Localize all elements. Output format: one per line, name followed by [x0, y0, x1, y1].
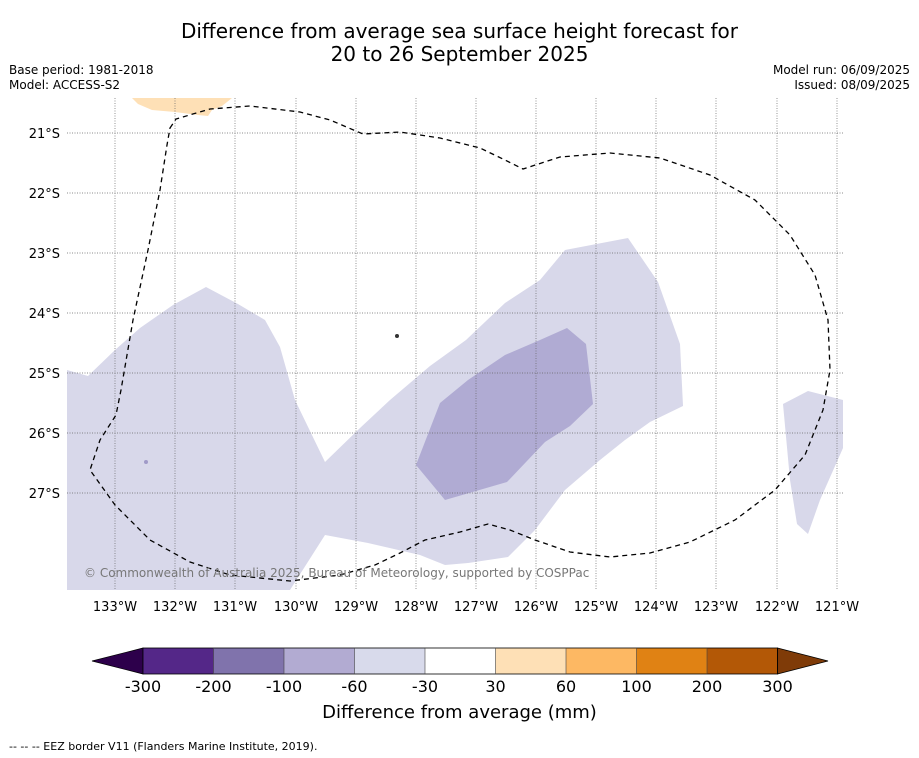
moderate-negative-anomaly-region [416, 328, 593, 500]
lon-label: 126°W [514, 600, 558, 615]
issued-text: Issued: 08/09/2025 [794, 78, 910, 92]
colorbar-frame [142, 647, 778, 675]
colorbar-swatch [354, 648, 425, 674]
colorbar-tick-label: -100 [265, 677, 303, 696]
map-title-line-1: Difference from average sea surface heig… [180, 19, 739, 43]
base-period-text: Base period: 1981-2018 [9, 63, 154, 77]
colorbar-tick-label: 30 [485, 677, 506, 696]
model-text: Model: ACCESS-S2 [9, 78, 121, 92]
lon-label: 128°W [394, 600, 438, 615]
colorbar-swatch [213, 648, 284, 674]
colorbar [91, 647, 829, 675]
lat-label: 26°S [29, 427, 60, 442]
colorbar-low-extension [91, 647, 144, 675]
colorbar-tick-label: -30 [411, 677, 439, 696]
longitude-labels: 133°W 132°W 131°W 130°W 129°W 128°W 127°… [93, 600, 859, 615]
lon-label: 125°W [574, 600, 618, 615]
colorbar-tick-label: -200 [195, 677, 232, 696]
lon-label: 131°W [213, 600, 257, 615]
lon-label: 130°W [274, 600, 318, 615]
model-run-text: Model run: 06/09/2025 [772, 63, 910, 77]
lat-label: 21°S [29, 127, 60, 142]
colorbar-swatch [284, 648, 355, 674]
lat-label: 27°S [29, 487, 60, 502]
anomaly-speck [144, 460, 148, 464]
lat-label: 22°S [29, 187, 60, 202]
colorbar-swatch [495, 648, 566, 674]
lon-label: 122°W [755, 600, 799, 615]
colorbar-swatch [707, 648, 778, 674]
colorbar-tick-label: 300 [762, 677, 793, 696]
lon-label: 121°W [815, 600, 859, 615]
positive-anomaly-region [132, 98, 232, 116]
map-title-line-2: 20 to 26 September 2025 [330, 42, 589, 66]
lat-label: 25°S [29, 367, 60, 382]
lat-label: 23°S [29, 247, 60, 262]
island-speck [395, 334, 399, 338]
lon-label: 132°W [153, 600, 197, 615]
colorbar-swatch [566, 648, 637, 674]
colorbar-high-extension [777, 647, 829, 675]
lat-label: 24°S [29, 307, 60, 322]
colorbar-title: Difference from average (mm) [322, 702, 597, 723]
copyright-text: © Commonwealth of Australia 2025, Bureau… [84, 566, 589, 580]
eez-border [89, 105, 831, 582]
lon-label: 123°W [694, 600, 738, 615]
lon-label: 133°W [93, 600, 137, 615]
map-area [67, 98, 843, 590]
lon-label: 124°W [634, 600, 678, 615]
colorbar-swatch [143, 648, 214, 674]
light-negative-anomaly-region [67, 238, 683, 590]
lon-label: 129°W [334, 600, 378, 615]
colorbar-tick-label: -300 [124, 677, 162, 696]
graticule [67, 98, 843, 590]
lon-label: 127°W [454, 600, 498, 615]
colorbar-swatch [425, 648, 496, 674]
light-negative-anomaly-region-east [783, 391, 843, 534]
eez-legend-note: -- -- -- EEZ border V11 (Flanders Marine… [9, 740, 318, 753]
colorbar-tick-label: -60 [341, 677, 368, 696]
colorbar-tick-label: 200 [691, 677, 723, 696]
colorbar-tick-label: 60 [555, 677, 577, 696]
latitude-labels: 21°S 22°S 23°S 24°S 25°S 26°S 27°S [29, 127, 60, 502]
colorbar-swatch [636, 648, 707, 674]
colorbar-tick-label: 100 [621, 677, 652, 696]
